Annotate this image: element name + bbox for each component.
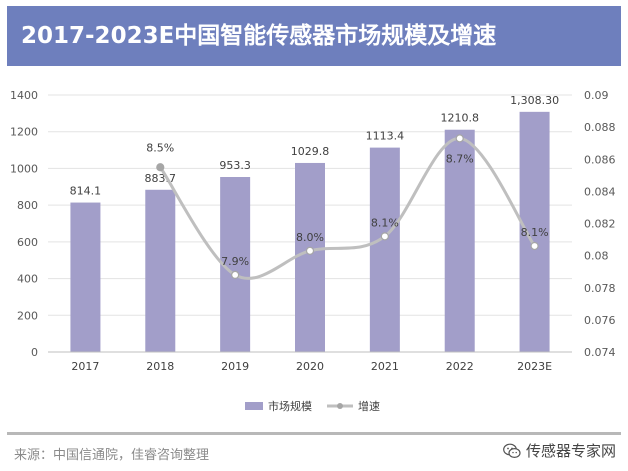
legend-swatch-bar xyxy=(245,402,263,410)
growth-point xyxy=(156,163,165,172)
y-right-tick-label: 0.09 xyxy=(584,89,609,102)
bar xyxy=(220,177,251,352)
wechat-icon xyxy=(503,443,521,458)
legend-label: 市场规模 xyxy=(268,399,312,413)
y-left-tick-label: 800 xyxy=(17,199,38,212)
legend-marker xyxy=(337,403,343,409)
watermark-text: 传感器专家网 xyxy=(525,442,616,460)
bar xyxy=(145,189,176,352)
y-left-tick-label: 0 xyxy=(31,346,38,359)
growth-point xyxy=(231,270,240,279)
title-banner: 2017-2023E中国智能传感器市场规模及增速 xyxy=(7,6,621,66)
y-right-tick-label: 0.086 xyxy=(584,153,616,166)
growth-point xyxy=(455,134,464,143)
y-right-tick-label: 0.074 xyxy=(584,346,616,359)
x-tick-label: 2021 xyxy=(371,360,399,373)
watermark: 传感器专家网 xyxy=(503,440,616,461)
x-tick-label: 2022 xyxy=(446,360,474,373)
y-left-tick-label: 1200 xyxy=(10,126,38,139)
growth-line xyxy=(159,136,536,280)
y-left-tick-label: 200 xyxy=(17,309,38,322)
bar xyxy=(70,202,101,352)
x-tick-label: 2019 xyxy=(221,360,249,373)
y-right-tick-label: 0.082 xyxy=(584,218,616,231)
x-tick-label: 2023E xyxy=(517,360,552,373)
growth-point xyxy=(530,241,539,251)
bar xyxy=(519,111,550,352)
bar-value-label: 1113.4 xyxy=(366,130,405,143)
chart-canvas: 0 200 400 600 800 1000 1200 1400 0.074 0.076 0.078… xyxy=(10,89,616,413)
bar-value-label: 953.3 xyxy=(219,159,251,172)
bar xyxy=(369,147,400,352)
chart-title: 2017-2023E中国智能传感器市场规模及增速 xyxy=(21,23,497,49)
growth-label: 8.5% xyxy=(146,141,174,154)
y-right-tick-label: 0.076 xyxy=(584,314,616,327)
y-left-tick-label: 1000 xyxy=(10,162,38,175)
x-tick-label: 2018 xyxy=(146,360,174,373)
growth-point xyxy=(380,232,389,241)
growth-label: 7.9% xyxy=(221,255,249,268)
growth-point xyxy=(305,246,315,255)
footer-divider xyxy=(7,432,621,435)
bar xyxy=(444,129,475,352)
y-right-tick-label: 0.088 xyxy=(584,121,616,134)
y-right-tick-label: 0.084 xyxy=(584,185,616,198)
source-note: 来源：中国信通院，佳睿咨询整理 xyxy=(14,448,210,463)
legend-label: 增速 xyxy=(358,399,380,413)
x-tick-label: 2020 xyxy=(296,360,324,373)
bar-value-label: 1,308.30 xyxy=(510,94,559,107)
x-tick-label: 2017 xyxy=(71,360,99,373)
y-right-tick-label: 0.078 xyxy=(584,282,616,295)
bar-value-label: 1210.8 xyxy=(440,112,479,125)
y-left-tick-label: 400 xyxy=(17,273,38,286)
bar xyxy=(295,162,325,352)
y-left-tick-label: 600 xyxy=(17,236,38,249)
growth-label: 8.0% xyxy=(296,231,324,244)
growth-label: 8.1% xyxy=(521,226,549,239)
y-left-tick-label: 1400 xyxy=(10,89,38,102)
bar-value-label: 1029.8 xyxy=(291,145,330,158)
growth-label: 8.1% xyxy=(371,216,399,229)
y-right-tick-label: 0.08 xyxy=(584,250,609,263)
growth-label: 8.7% xyxy=(446,152,474,165)
bar-value-label: 814.1 xyxy=(70,185,102,198)
